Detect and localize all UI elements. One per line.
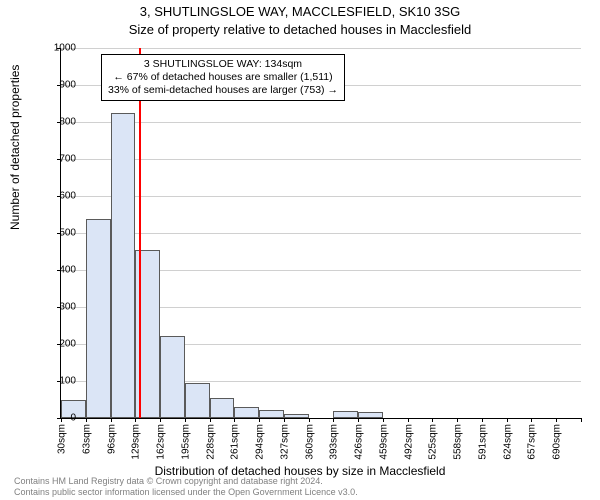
xtick-mark: [482, 418, 483, 422]
xtick-label: 657sqm: [527, 424, 538, 460]
xtick-mark: [507, 418, 508, 422]
xtick-label: 63sqm: [81, 424, 92, 454]
xtick-mark: [210, 418, 211, 422]
footer-line2: Contains public sector information licen…: [14, 487, 358, 498]
address-title: 3, SHUTLINGSLOE WAY, MACCLESFIELD, SK10 …: [0, 4, 600, 19]
xtick-label: 624sqm: [502, 424, 513, 460]
xtick-label: 129sqm: [131, 424, 142, 460]
xtick-label: 195sqm: [180, 424, 191, 460]
histogram-bar: [259, 410, 284, 418]
xtick-mark: [309, 418, 310, 422]
xtick-mark: [358, 418, 359, 422]
histogram-bar: [160, 336, 185, 419]
histogram-bar: [234, 407, 259, 418]
xtick-mark: [86, 418, 87, 422]
xtick-mark: [457, 418, 458, 422]
xtick-mark: [185, 418, 186, 422]
xtick-label: 690sqm: [552, 424, 563, 460]
xtick-mark: [234, 418, 235, 422]
histogram-bar: [358, 412, 383, 418]
xtick-mark: [111, 418, 112, 422]
xtick-label: 591sqm: [477, 424, 488, 460]
xtick-label: 393sqm: [329, 424, 340, 460]
xtick-label: 162sqm: [156, 424, 167, 460]
xtick-mark: [284, 418, 285, 422]
xtick-label: 459sqm: [378, 424, 389, 460]
ytick-label: 600: [46, 191, 76, 202]
y-axis-label: Number of detached properties: [8, 65, 22, 230]
ytick-label: 400: [46, 265, 76, 276]
ytick-label: 0: [46, 413, 76, 424]
footer-attribution: Contains HM Land Registry data © Crown c…: [14, 476, 358, 498]
ytick-label: 500: [46, 228, 76, 239]
ytick-label: 200: [46, 339, 76, 350]
xtick-mark: [556, 418, 557, 422]
annotation-line3: 33% of semi-detached houses are larger (…: [108, 84, 338, 97]
ytick-label: 1000: [46, 43, 76, 54]
xtick-mark: [160, 418, 161, 422]
xtick-label: 327sqm: [279, 424, 290, 460]
ytick-label: 100: [46, 376, 76, 387]
histogram-bar: [185, 383, 210, 418]
xtick-mark: [531, 418, 532, 422]
histogram-bar: [111, 113, 136, 418]
xtick-label: 360sqm: [304, 424, 315, 460]
histogram-bar: [333, 411, 358, 418]
annotation-line1: 3 SHUTLINGSLOE WAY: 134sqm: [108, 58, 338, 71]
xtick-mark: [383, 418, 384, 422]
ytick-label: 800: [46, 117, 76, 128]
xtick-mark: [333, 418, 334, 422]
histogram-bar: [284, 414, 309, 418]
xtick-label: 294sqm: [255, 424, 266, 460]
xtick-label: 492sqm: [403, 424, 414, 460]
annotation-line2: ← 67% of detached houses are smaller (1,…: [108, 71, 338, 84]
xtick-mark: [259, 418, 260, 422]
xtick-mark: [581, 418, 582, 422]
histogram-bar: [210, 398, 235, 418]
xtick-label: 30sqm: [57, 424, 68, 454]
plot-area: 3 SHUTLINGSLOE WAY: 134sqm← 67% of detac…: [60, 48, 581, 419]
chart-subtitle: Size of property relative to detached ho…: [0, 22, 600, 37]
xtick-mark: [408, 418, 409, 422]
histogram-bar: [86, 219, 111, 418]
annotation-box: 3 SHUTLINGSLOE WAY: 134sqm← 67% of detac…: [101, 54, 345, 101]
xtick-mark: [432, 418, 433, 422]
ytick-label: 300: [46, 302, 76, 313]
marker-line: [139, 48, 141, 418]
ytick-label: 900: [46, 80, 76, 91]
xtick-mark: [135, 418, 136, 422]
xtick-label: 96sqm: [106, 424, 117, 454]
xtick-label: 558sqm: [453, 424, 464, 460]
ytick-label: 700: [46, 154, 76, 165]
xtick-label: 525sqm: [428, 424, 439, 460]
xtick-label: 228sqm: [205, 424, 216, 460]
xtick-label: 426sqm: [354, 424, 365, 460]
footer-line1: Contains HM Land Registry data © Crown c…: [14, 476, 358, 487]
xtick-label: 261sqm: [230, 424, 241, 460]
